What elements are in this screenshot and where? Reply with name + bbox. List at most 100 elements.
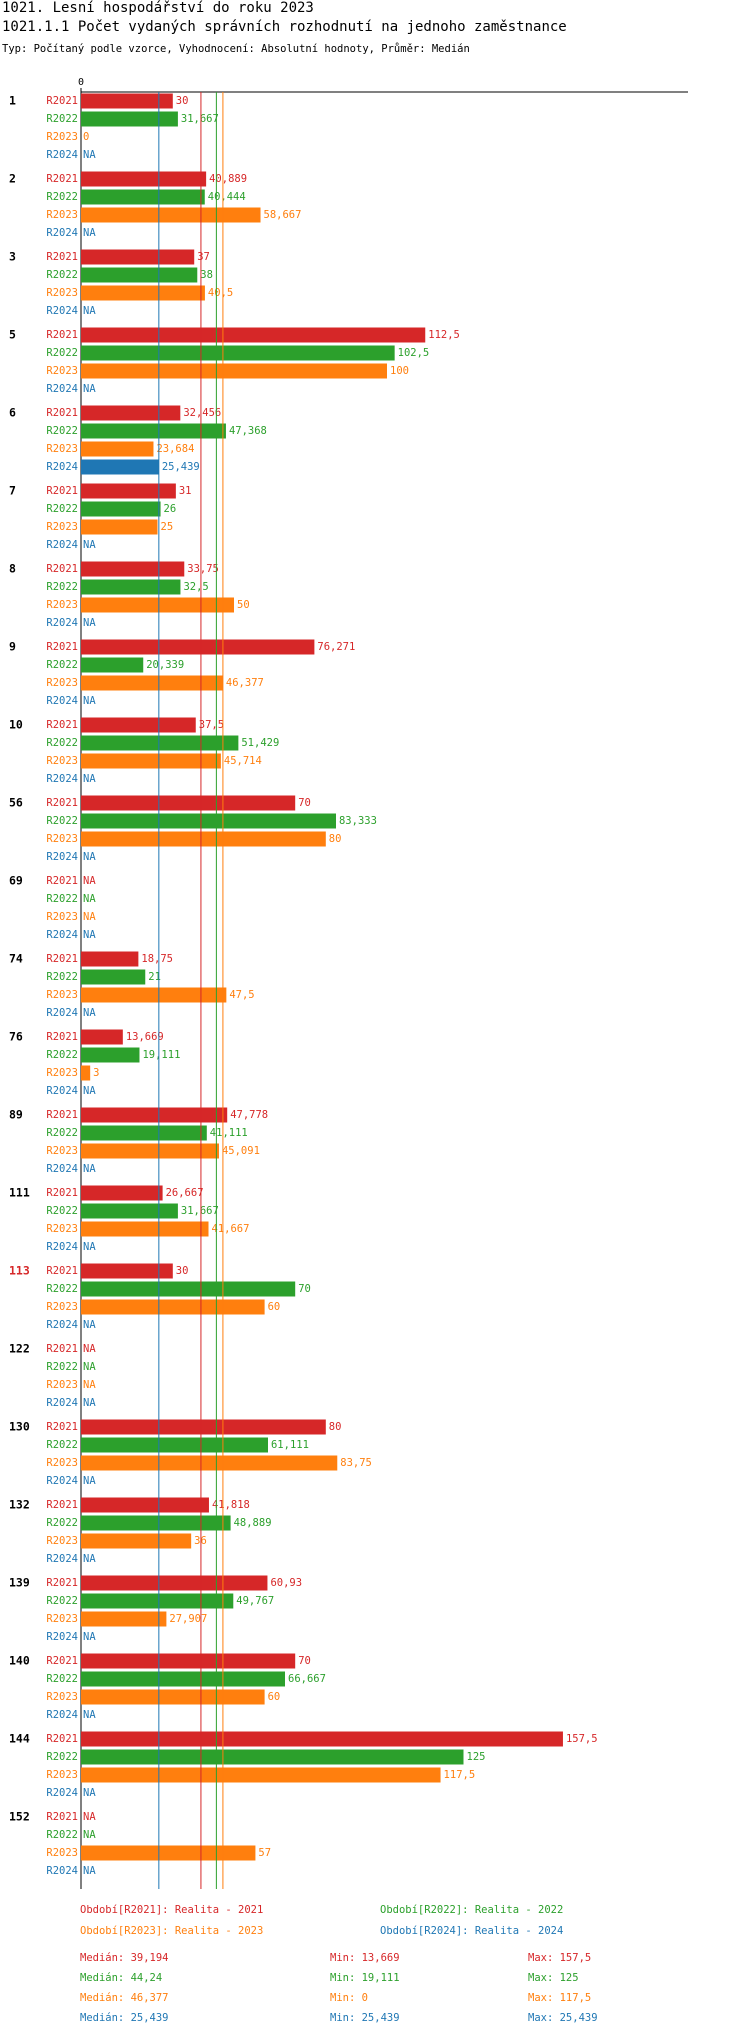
bar — [81, 1437, 268, 1453]
data-label: 157,5 — [566, 1733, 598, 1745]
data-label: 18,75 — [141, 953, 173, 965]
bar — [81, 1221, 209, 1237]
bar — [81, 423, 226, 439]
data-label: NA — [83, 911, 96, 923]
group-label: 130 — [9, 1420, 30, 1434]
data-label: 112,5 — [428, 329, 460, 341]
group-label: 69 — [9, 874, 23, 888]
data-label: 41,667 — [212, 1223, 250, 1235]
data-label: 20,339 — [146, 659, 184, 671]
series-row-label: R2022 — [46, 815, 78, 827]
data-label: 117,5 — [444, 1769, 476, 1781]
series-row-label: R2022 — [46, 659, 78, 671]
series-row-label: R2022 — [46, 503, 78, 515]
data-label: 57 — [258, 1847, 271, 1859]
series-row-label: R2022 — [46, 971, 78, 983]
stat-max: Max: 125 — [528, 1972, 579, 1984]
group-label: 144 — [9, 1732, 30, 1746]
data-label: NA — [83, 1379, 96, 1391]
group-label: 76 — [9, 1030, 23, 1044]
data-label: 31,667 — [181, 1205, 219, 1217]
series-row-label: R2021 — [46, 1031, 78, 1043]
bar — [81, 1185, 163, 1201]
group-label: 132 — [9, 1498, 30, 1512]
group-label: 56 — [9, 796, 23, 810]
series-row-label: R2021 — [46, 1187, 78, 1199]
data-label: 41,818 — [212, 1499, 250, 1511]
series-row-label: R2024 — [46, 1241, 78, 1253]
data-label: 60 — [268, 1691, 281, 1703]
data-label: NA — [83, 695, 96, 707]
series-row-label: R2021 — [46, 719, 78, 731]
data-label: 31,667 — [181, 113, 219, 125]
series-row-label: R2022 — [46, 1205, 78, 1217]
series-row-label: R2024 — [46, 1553, 78, 1565]
data-label: 40,889 — [209, 173, 247, 185]
series-row-label: R2022 — [46, 1283, 78, 1295]
data-label: NA — [83, 1343, 96, 1355]
bar — [81, 657, 144, 673]
data-label: 25 — [161, 521, 174, 533]
stat-max: Max: 157,5 — [528, 1952, 591, 1964]
series-row-label: R2023 — [46, 287, 78, 299]
series-row-label: R2022 — [46, 1049, 78, 1061]
legend-item: Období[R2021]: Realita - 2021 — [80, 1904, 263, 1916]
data-label: 76,271 — [317, 641, 355, 653]
bar — [81, 561, 185, 577]
bar — [81, 639, 315, 655]
bar — [81, 207, 261, 223]
data-label: 60 — [268, 1301, 281, 1313]
data-label: 41,111 — [210, 1127, 248, 1139]
x-axis-tick-label: 0 — [78, 77, 84, 88]
stat-max: Max: 117,5 — [528, 1992, 591, 2004]
series-row-label: R2022 — [46, 1595, 78, 1607]
group-label: 74 — [9, 952, 23, 966]
data-label: NA — [83, 1553, 96, 1565]
data-label: 60,93 — [270, 1577, 302, 1589]
bar — [81, 459, 159, 475]
legend-item: Období[R2024]: Realita - 2024 — [380, 1925, 563, 1937]
series-row-label: R2021 — [46, 329, 78, 341]
data-label: 66,667 — [288, 1673, 326, 1685]
series-row-label: R2022 — [46, 1829, 78, 1841]
data-label: 27,907 — [169, 1613, 207, 1625]
data-label: 13,669 — [126, 1031, 164, 1043]
chart-info: Typ: Počítaný podle vzorce, Vyhodnocení:… — [2, 43, 470, 55]
bar — [81, 579, 181, 595]
series-row-label: R2021 — [46, 953, 78, 965]
stat-median: Medián: 25,439 — [80, 2012, 169, 2024]
data-label: 45,091 — [222, 1145, 260, 1157]
bar — [81, 441, 154, 457]
data-label: 26 — [164, 503, 177, 515]
data-label: 70 — [298, 1655, 311, 1667]
series-row-label: R2023 — [46, 1769, 78, 1781]
data-label: 3 — [93, 1067, 99, 1079]
data-label: 58,667 — [264, 209, 302, 221]
series-row-label: R2024 — [46, 1631, 78, 1643]
data-label: NA — [83, 929, 96, 941]
data-label: 51,429 — [241, 737, 279, 749]
data-label: 102,5 — [398, 347, 430, 359]
series-row-label: R2023 — [46, 833, 78, 845]
group-label: 111 — [9, 1186, 30, 1200]
series-row-label: R2022 — [46, 1673, 78, 1685]
data-label: NA — [83, 1361, 96, 1373]
series-row-label: R2023 — [46, 443, 78, 455]
data-label: 37 — [197, 251, 210, 263]
series-row-label: R2023 — [46, 1301, 78, 1313]
series-row-label: R2024 — [46, 1787, 78, 1799]
bar — [81, 1845, 256, 1861]
series-row-label: R2024 — [46, 305, 78, 317]
bar — [81, 405, 181, 421]
data-label: 80 — [329, 1421, 342, 1433]
series-row-label: R2024 — [46, 1475, 78, 1487]
series-row-label: R2023 — [46, 989, 78, 1001]
stat-max: Max: 25,439 — [528, 2012, 598, 2024]
data-label: 80 — [329, 833, 342, 845]
bar — [81, 1455, 338, 1471]
bar — [81, 249, 195, 265]
series-row-label: R2022 — [46, 893, 78, 905]
data-label: NA — [83, 383, 96, 395]
bar — [81, 1515, 231, 1531]
series-row-label: R2021 — [46, 563, 78, 575]
